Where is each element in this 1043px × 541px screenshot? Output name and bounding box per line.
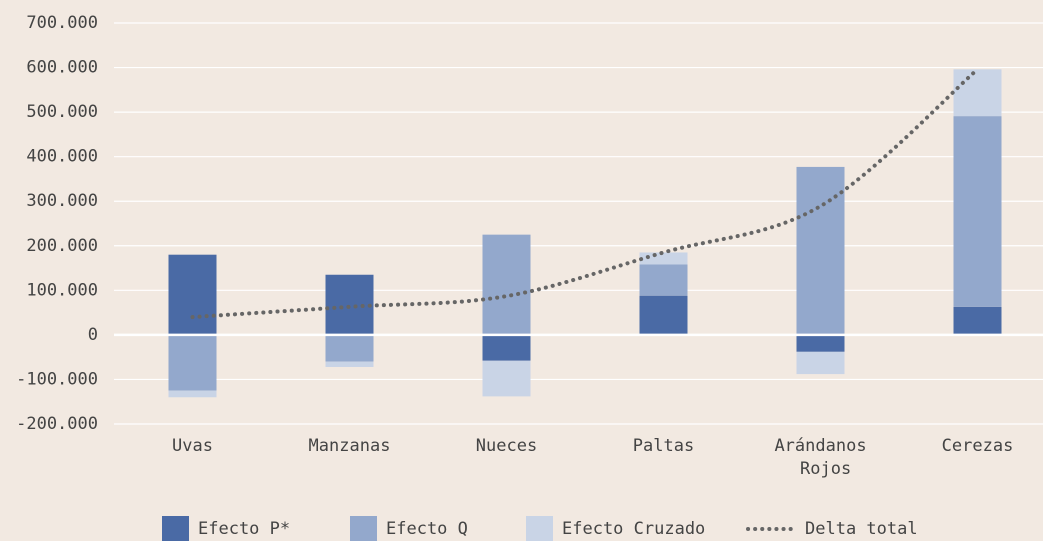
bar-segment bbox=[482, 234, 531, 335]
legend-label: Delta total bbox=[805, 519, 918, 539]
y-tick-label: -200.000 bbox=[16, 414, 98, 434]
bar-segment bbox=[168, 390, 217, 398]
bar-segment bbox=[953, 116, 1002, 307]
y-tick-label: 200.000 bbox=[26, 236, 98, 256]
x-tick-label: Uvas bbox=[172, 436, 213, 456]
legend-label: Efecto P* bbox=[198, 519, 290, 539]
y-tick-label: -100.000 bbox=[16, 369, 98, 389]
y-tick-label: 0 bbox=[88, 325, 98, 345]
bar-segment bbox=[796, 351, 845, 375]
bar-segment bbox=[325, 361, 374, 367]
bar-segment bbox=[168, 334, 217, 391]
bar-segment bbox=[482, 334, 531, 361]
x-tick-label: Paltas bbox=[633, 436, 694, 456]
bar-segment bbox=[639, 264, 688, 296]
y-tick-label: 400.000 bbox=[26, 147, 98, 167]
x-tick-label: Cerezas bbox=[942, 436, 1014, 456]
x-tick-label: Arándanos Rojos bbox=[774, 436, 866, 479]
bar-segment bbox=[796, 166, 845, 335]
bar-segment bbox=[796, 334, 845, 352]
total-line bbox=[190, 67, 980, 320]
y-tick-label: 500.000 bbox=[26, 102, 98, 122]
bar-segment bbox=[325, 334, 374, 362]
bar-segment bbox=[953, 69, 1002, 117]
legend-swatch bbox=[162, 516, 189, 541]
bar-segment bbox=[639, 252, 688, 265]
bar-segment bbox=[168, 254, 217, 335]
bar-segment bbox=[953, 306, 1002, 335]
x-tick-label: Nueces bbox=[476, 436, 537, 456]
y-tick-label: 100.000 bbox=[26, 280, 98, 300]
legend-label: Efecto Q bbox=[386, 519, 468, 539]
legend-swatch bbox=[526, 516, 553, 541]
bar-segment bbox=[325, 274, 374, 335]
legend-swatch bbox=[350, 516, 377, 541]
legend-label: Efecto Cruzado bbox=[562, 519, 705, 539]
bar-segment bbox=[639, 295, 688, 335]
y-tick-label: 300.000 bbox=[26, 191, 98, 211]
y-tick-label: 700.000 bbox=[26, 13, 98, 33]
x-tick-label: Manzanas bbox=[309, 436, 391, 456]
bar-segment bbox=[482, 360, 531, 397]
y-tick-label: 600.000 bbox=[26, 58, 98, 78]
